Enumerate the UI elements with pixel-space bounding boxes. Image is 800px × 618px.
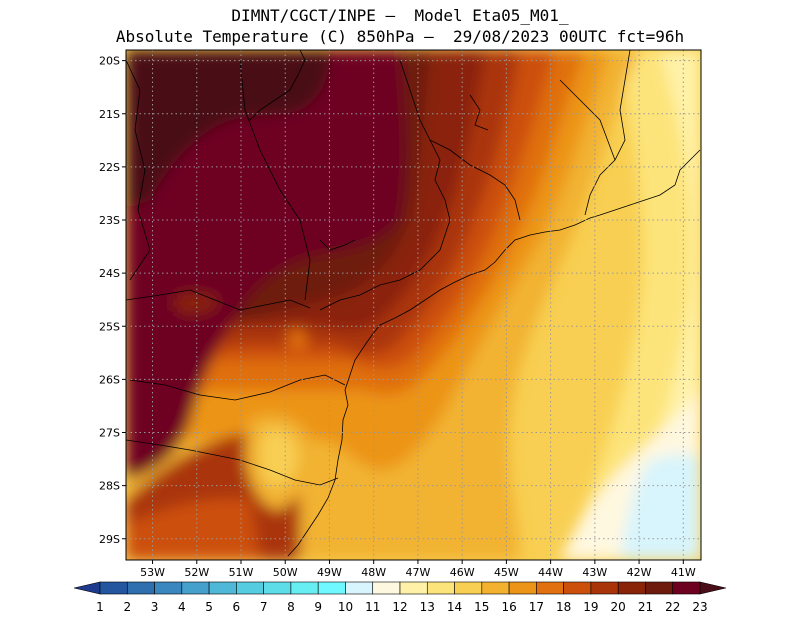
lon-tick-label: 47W bbox=[405, 566, 430, 579]
colorbar-swatch bbox=[645, 581, 674, 595]
colorbar-label: 14 bbox=[447, 600, 462, 614]
lat-axis: 20S 21S 22S 23S 24S 25S 26S 27S 28S 29S bbox=[99, 55, 126, 546]
lat-tick-label: 25S bbox=[99, 320, 120, 333]
colorbar-swatch bbox=[536, 581, 564, 595]
colorbar-label: 21 bbox=[638, 600, 653, 614]
lon-tick-label: 46W bbox=[450, 566, 475, 579]
colorbar-swatch bbox=[454, 581, 483, 595]
colorbar-label: 15 bbox=[474, 600, 489, 614]
lon-tick-label: 49W bbox=[317, 566, 342, 579]
graticule bbox=[126, 50, 701, 560]
lon-tick-label: 53W bbox=[140, 566, 165, 579]
colorbar-label: 23 bbox=[692, 600, 707, 614]
lon-tick-label: 51W bbox=[229, 566, 254, 579]
colorbar-label: 3 bbox=[151, 600, 159, 614]
colorbar-swatch bbox=[508, 581, 537, 595]
colorbar-label: 10 bbox=[338, 600, 353, 614]
colorbar-swatch bbox=[290, 581, 319, 595]
lon-tick-label: 50W bbox=[273, 566, 298, 579]
colorbar-swatch bbox=[481, 581, 510, 595]
colorbar-label: 17 bbox=[529, 600, 544, 614]
colorbar-label: 12 bbox=[392, 600, 407, 614]
colorbar-swatch bbox=[699, 581, 727, 595]
lon-tick-label: 41W bbox=[671, 566, 696, 579]
colorbar-label: 13 bbox=[420, 600, 435, 614]
lon-tick-label: 42W bbox=[627, 566, 652, 579]
colorbar-label: 22 bbox=[665, 600, 680, 614]
colorbar-swatch bbox=[590, 581, 619, 595]
colorbar-swatch bbox=[317, 581, 346, 595]
map-title-line2: Absolute Temperature (C) 850hPa — 29/08/… bbox=[115, 27, 685, 46]
colorbar-label: 5 bbox=[205, 600, 213, 614]
lat-tick-label: 29S bbox=[99, 533, 120, 546]
lon-tick-label: 52W bbox=[184, 566, 209, 579]
colorbar-label: 11 bbox=[365, 600, 380, 614]
colorbar-label: 4 bbox=[178, 600, 186, 614]
colorbar-swatch bbox=[563, 581, 592, 595]
colorbar: 1 2 3 4 5 6 7 8 9 10 11 12 13 14 15 16 17 18 19 20 21 22 23 bbox=[73, 581, 727, 614]
colorbar-label: 1 bbox=[96, 600, 104, 614]
colorbar-swatch bbox=[399, 581, 428, 595]
colorbar-label: 20 bbox=[611, 600, 626, 614]
lat-tick-label: 20S bbox=[99, 55, 120, 68]
colorbar-swatch bbox=[126, 581, 155, 595]
colorbar-swatch bbox=[372, 581, 401, 595]
colorbar-swatch bbox=[345, 581, 374, 595]
lat-tick-label: 22S bbox=[99, 161, 120, 174]
lon-axis: 53W 52W 51W 50W 49W 48W 47W 46W 45W 44W 43W 42W 41W bbox=[140, 560, 696, 579]
map-title-line1: DIMNT/CGCT/INPE — Model Eta05_M01_ bbox=[231, 6, 569, 25]
lat-tick-label: 21S bbox=[99, 108, 120, 121]
lon-tick-label: 43W bbox=[582, 566, 607, 579]
colorbar-swatch bbox=[617, 581, 646, 595]
lat-tick-label: 28S bbox=[99, 480, 120, 493]
colorbar-label: 8 bbox=[287, 600, 295, 614]
colorbar-label: 2 bbox=[123, 600, 131, 614]
lon-tick-label: 44W bbox=[538, 566, 563, 579]
lat-tick-label: 24S bbox=[99, 267, 120, 280]
colorbar-swatch bbox=[181, 581, 210, 595]
colorbar-label: 9 bbox=[314, 600, 322, 614]
lon-tick-label: 48W bbox=[361, 566, 386, 579]
colorbar-swatch bbox=[99, 581, 128, 595]
map-frame bbox=[125, 49, 702, 561]
colorbar-label: 6 bbox=[233, 600, 241, 614]
colorbar-swatch bbox=[208, 581, 237, 595]
colorbar-label: 18 bbox=[556, 600, 571, 614]
colorbar-swatch bbox=[73, 581, 101, 595]
colorbar-swatch bbox=[154, 581, 183, 595]
colorbar-swatch bbox=[236, 581, 264, 595]
colorbar-swatch bbox=[672, 581, 701, 595]
lon-tick-label: 45W bbox=[494, 566, 519, 579]
colorbar-label: 7 bbox=[260, 600, 268, 614]
lat-tick-label: 23S bbox=[99, 214, 120, 227]
lat-tick-label: 27S bbox=[99, 427, 120, 440]
coastline-borders bbox=[126, 50, 701, 557]
temperature-field bbox=[126, 50, 701, 560]
colorbar-swatch bbox=[426, 581, 455, 595]
lat-tick-label: 26S bbox=[99, 373, 120, 386]
colorbar-label: 16 bbox=[501, 600, 516, 614]
colorbar-label: 19 bbox=[583, 600, 598, 614]
colorbar-swatch bbox=[263, 581, 292, 595]
